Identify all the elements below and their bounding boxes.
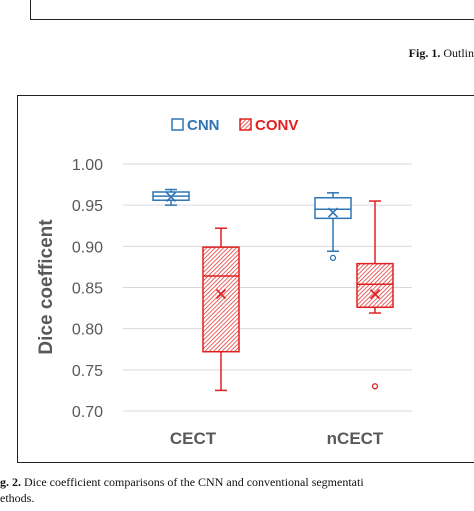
y-tick-label: 1.00 <box>72 157 103 174</box>
legend-swatch <box>171 118 184 131</box>
box-iqr <box>314 197 352 220</box>
box-cnn-ncect <box>314 192 352 262</box>
y-tick-label: 0.95 <box>72 198 103 215</box>
legend-label: CONV <box>255 117 298 134</box>
x-category-label: CECT <box>170 429 217 448</box>
y-tick-label: 0.80 <box>72 322 103 339</box>
legend-label: CNN <box>187 117 220 134</box>
x-category-label: nCECT <box>327 429 384 448</box>
y-tick-label: 0.85 <box>72 281 103 298</box>
chart-legend: CNN CONV <box>171 117 298 134</box>
y-tick-label: 0.70 <box>72 404 103 421</box>
figure-2-caption: g. 2. Dice coefficient comparisons of th… <box>0 475 364 505</box>
y-tick-label: 0.75 <box>72 363 103 380</box>
outlier-point <box>371 383 379 390</box>
legend-swatch <box>239 118 252 131</box>
outlier-point <box>329 254 337 262</box>
box-iqr <box>356 262 394 309</box>
box-conv-ncect <box>356 200 394 390</box>
box-cnn-cect <box>152 188 190 206</box>
box-conv-cect <box>202 227 240 392</box>
mean-marker <box>327 207 339 218</box>
figure-1-frame <box>30 0 474 20</box>
chart-frame <box>17 95 474 463</box>
mean-marker <box>215 289 227 300</box>
figure-1-caption: Fig. 1. Outlin <box>408 46 474 60</box>
mean-marker <box>369 289 381 300</box>
mean-marker <box>165 191 177 202</box>
y-axis-label: Dice coefficent <box>36 219 57 355</box>
y-tick-label: 0.90 <box>72 239 103 256</box>
box-iqr <box>202 246 240 353</box>
